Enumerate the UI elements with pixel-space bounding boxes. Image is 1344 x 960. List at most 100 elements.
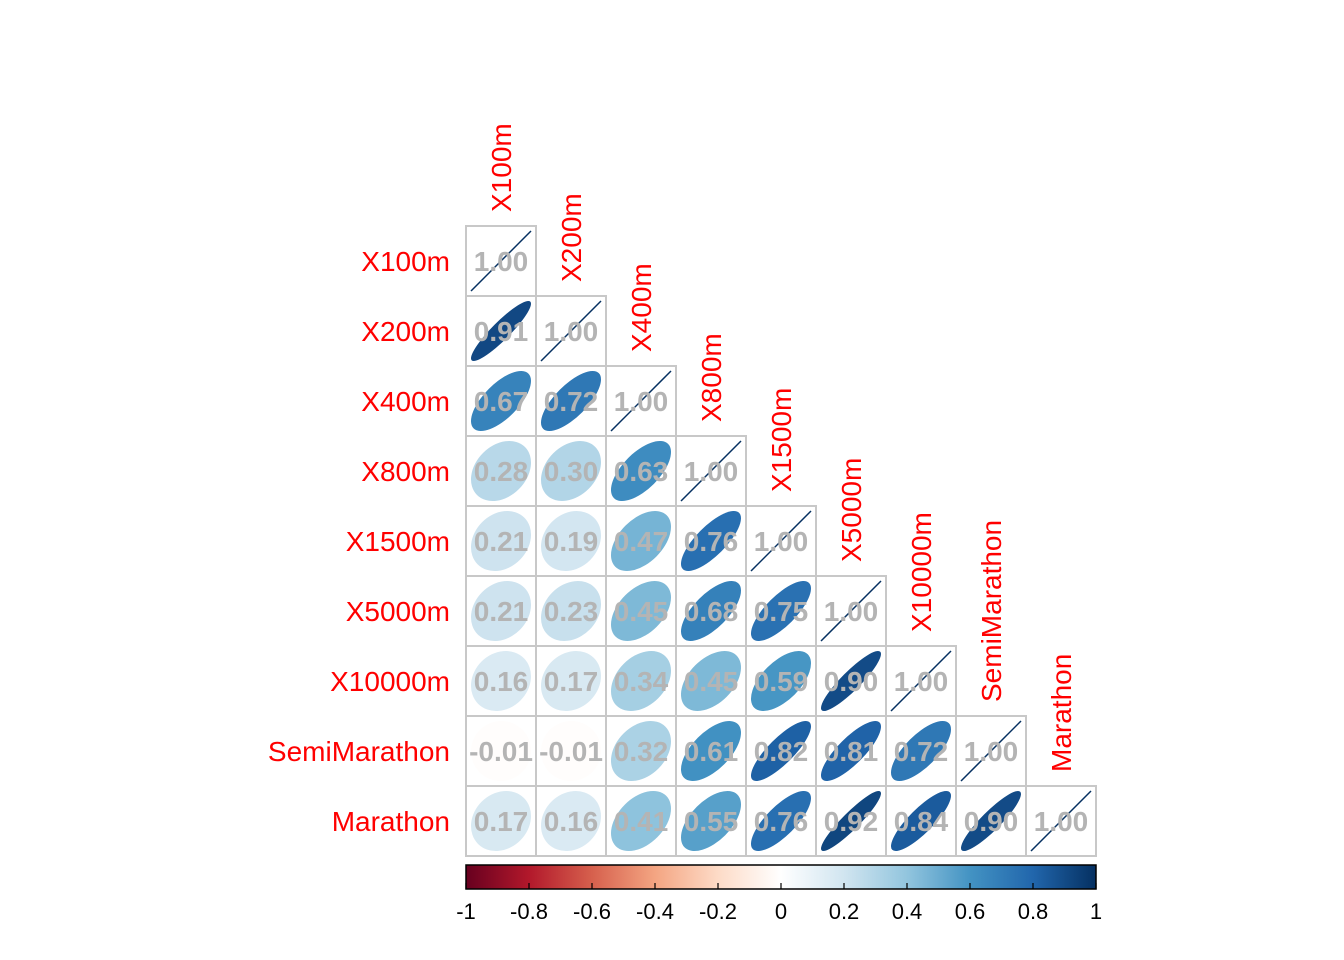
corr-value-label: 0.16: [474, 666, 529, 697]
colorbar-tick-label: -0.6: [573, 899, 611, 924]
corr-ellipse: [820, 580, 882, 642]
corr-cell: -0.01: [465, 715, 537, 787]
corr-cell: 0.72: [885, 715, 957, 787]
corr-ellipse: [470, 370, 531, 431]
corr-ellipse: [610, 721, 671, 782]
corr-cell: 0.84: [885, 785, 957, 857]
corr-ellipse: [681, 650, 742, 711]
column-label: SemiMarathon: [976, 520, 1007, 702]
colorbar-tick-label: 1: [1090, 899, 1102, 924]
corr-value-label: 0.17: [474, 806, 529, 837]
corr-cell: 0.17: [535, 645, 607, 717]
corr-ellipse: [750, 581, 811, 642]
corr-value-label: 1.00: [894, 666, 949, 697]
corr-value-label: 0.63: [614, 456, 669, 487]
corr-cell: 0.30: [535, 435, 607, 507]
corr-value-label: 0.30: [544, 456, 599, 487]
row-label: X400m: [361, 386, 450, 417]
corr-cell: 0.21: [465, 505, 537, 577]
corr-ellipse: [751, 651, 812, 712]
corr-ellipse: [681, 790, 742, 851]
colorbar-tick-label: -0.8: [510, 899, 548, 924]
corr-ellipse: [1030, 790, 1092, 852]
corr-cell: 0.32: [605, 715, 677, 787]
corr-value-label: 0.91: [474, 316, 529, 347]
corr-value-label: 0.17: [544, 666, 599, 697]
row-label: Marathon: [332, 806, 450, 837]
corr-value-label: 1.00: [614, 386, 669, 417]
corr-value-label: 1.00: [1034, 806, 1089, 837]
colorbar-tick-label: -1: [456, 899, 476, 924]
column-label: X200m: [556, 193, 587, 282]
corr-value-label: 1.00: [824, 596, 879, 627]
corr-cell: 1.00: [745, 505, 817, 577]
corr-ellipse: [540, 790, 601, 851]
corr-value-label: -0.01: [539, 736, 603, 767]
corr-value-label: 0.76: [684, 526, 739, 557]
corr-cell: 0.76: [745, 785, 817, 857]
corr-ellipse: [541, 511, 601, 571]
corr-cell: 0.63: [605, 435, 677, 507]
corr-cell: 0.61: [675, 715, 747, 787]
row-label: SemiMarathon: [268, 736, 450, 767]
corr-ellipse: [611, 510, 672, 571]
corr-value-label: 0.41: [614, 806, 669, 837]
corr-cell: 0.75: [745, 575, 817, 647]
colorbar-tick-label: 0.8: [1018, 899, 1049, 924]
row-labels: X100m X200m X400m X800m X1500m X5000m X10000m S…: [268, 246, 450, 837]
corr-ellipse: [611, 580, 672, 641]
corr-cell: 0.59: [745, 645, 817, 717]
corr-ellipse: [960, 720, 1022, 782]
corr-value-label: 1.00: [684, 456, 739, 487]
corr-ellipse: [680, 510, 741, 571]
column-label: Marathon: [1046, 654, 1077, 772]
corr-ellipse: [471, 790, 532, 851]
colorbar-tick-label: 0.4: [892, 899, 923, 924]
corr-cell: 1.00: [955, 715, 1027, 787]
corr-ellipse: [541, 441, 602, 502]
corr-cell: 0.19: [535, 505, 607, 577]
corr-value-label: 0.61: [684, 736, 739, 767]
corr-ellipse: [471, 300, 532, 361]
corr-cell: 1.00: [885, 645, 957, 717]
corr-ellipse: [470, 650, 531, 711]
corr-value-label: 0.16: [544, 806, 599, 837]
corr-cell: 0.68: [675, 575, 747, 647]
corr-cell: 0.47: [605, 505, 677, 577]
corr-value-label: 0.72: [544, 386, 599, 417]
colorbar-tick-label: -0.4: [636, 899, 674, 924]
correlation-cells: 1.00 0.91 1.00 0.67 0.72 1.00 0.28 0.30 0.63 1.00…: [465, 225, 1097, 857]
row-label: X200m: [361, 316, 450, 347]
corr-cell: 0.45: [605, 575, 677, 647]
corr-ellipse: [471, 720, 532, 781]
corr-value-label: 0.45: [614, 596, 669, 627]
row-label: X10000m: [330, 666, 450, 697]
column-label: X800m: [696, 333, 727, 422]
corr-ellipse: [680, 440, 742, 502]
corr-cell: 0.23: [535, 575, 607, 647]
corr-cell: 0.28: [465, 435, 537, 507]
corr-ellipse: [610, 651, 671, 712]
corr-value-label: 0.82: [754, 736, 809, 767]
column-label: X1500m: [766, 388, 797, 492]
corr-cell: 0.90: [955, 785, 1027, 857]
corr-cell: 0.90: [815, 645, 887, 717]
corr-ellipse: [960, 791, 1021, 852]
colorbar-tick-label: 0.6: [955, 899, 986, 924]
column-labels: X100m X200m X400m X800m X1500m X5000m X10000m S…: [486, 123, 1077, 772]
corr-ellipse: [891, 790, 952, 851]
corr-ellipse: [751, 721, 812, 782]
corr-ellipse: [821, 720, 882, 781]
corr-value-label: 1.00: [964, 736, 1019, 767]
corr-ellipse: [750, 510, 812, 572]
corr-ellipse: [541, 580, 602, 642]
corr-value-label: 0.84: [894, 806, 949, 837]
corr-cell: 0.41: [605, 785, 677, 857]
corr-cell: 0.16: [535, 785, 607, 857]
corr-value-label: 0.92: [824, 806, 879, 837]
corr-cell: 1.00: [815, 575, 887, 647]
corr-cell: 0.67: [465, 365, 537, 437]
corr-cell: 0.82: [745, 715, 817, 787]
corr-ellipse: [610, 790, 671, 852]
corr-ellipse: [540, 300, 602, 362]
